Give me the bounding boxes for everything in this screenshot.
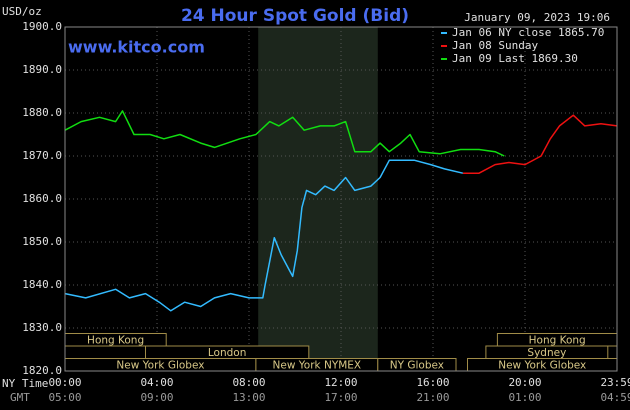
price-line xyxy=(64,110,505,157)
x2-tick-label: 01:00 xyxy=(508,391,541,404)
session-label: London xyxy=(208,347,247,359)
x2-tick-label: 13:00 xyxy=(232,391,265,404)
chart-title: 24 Hour Spot Gold (Bid) xyxy=(181,6,409,26)
x-tick-label: 00:00 xyxy=(48,376,81,389)
y-tick-label: 1840.0 xyxy=(22,278,62,291)
session-label: Hong Kong xyxy=(87,334,144,346)
y-tick-label: 1860.0 xyxy=(22,192,62,205)
x2-tick-label: 04:59 xyxy=(600,391,630,404)
legend-label: Jan 06 NY close 1865.70 xyxy=(452,26,604,39)
x2-tick-label: 17:00 xyxy=(324,391,357,404)
x2-tick-label: 05:00 xyxy=(48,391,81,404)
y-tick-label: 1820.0 xyxy=(22,364,62,377)
x-tick-label: 12:00 xyxy=(324,376,357,389)
session-label: Sydney xyxy=(527,347,566,359)
y-axis-label: USD/oz xyxy=(2,5,42,18)
y-tick-label: 1870.0 xyxy=(22,149,62,162)
x-tick-label: 23:59 xyxy=(600,376,630,389)
session-label: New York Globex xyxy=(116,359,204,371)
x2-axis-label: GMT xyxy=(10,391,30,404)
website: www.kitco.com xyxy=(68,38,205,57)
session-label: Hong Kong xyxy=(529,334,586,346)
y-tick-label: 1890.0 xyxy=(22,63,62,76)
timestamp: January 09, 2023 19:06 xyxy=(464,11,610,24)
price-line xyxy=(64,159,464,312)
y-tick-label: 1880.0 xyxy=(22,106,62,119)
y-tick-label: 1900.0 xyxy=(22,20,62,33)
legend-label: Jan 09 Last 1869.30 xyxy=(452,52,578,65)
x-tick-label: 08:00 xyxy=(232,376,265,389)
x2-tick-label: 09:00 xyxy=(140,391,173,404)
session-label: New York Globex xyxy=(498,359,586,371)
x2-tick-label: 21:00 xyxy=(416,391,449,404)
legend-label: Jan 08 Sunday xyxy=(452,39,538,52)
session-label: NY Globex xyxy=(390,359,444,371)
x-tick-label: 16:00 xyxy=(416,376,449,389)
y-tick-label: 1830.0 xyxy=(22,321,62,334)
x-tick-label: 04:00 xyxy=(140,376,173,389)
plot-frame xyxy=(64,26,618,372)
y-tick-label: 1850.0 xyxy=(22,235,62,248)
price-line xyxy=(462,114,618,174)
session-label: New York NYMEX xyxy=(273,359,362,371)
x-tick-label: 20:00 xyxy=(508,376,541,389)
x-axis-label: NY Time xyxy=(2,377,48,390)
